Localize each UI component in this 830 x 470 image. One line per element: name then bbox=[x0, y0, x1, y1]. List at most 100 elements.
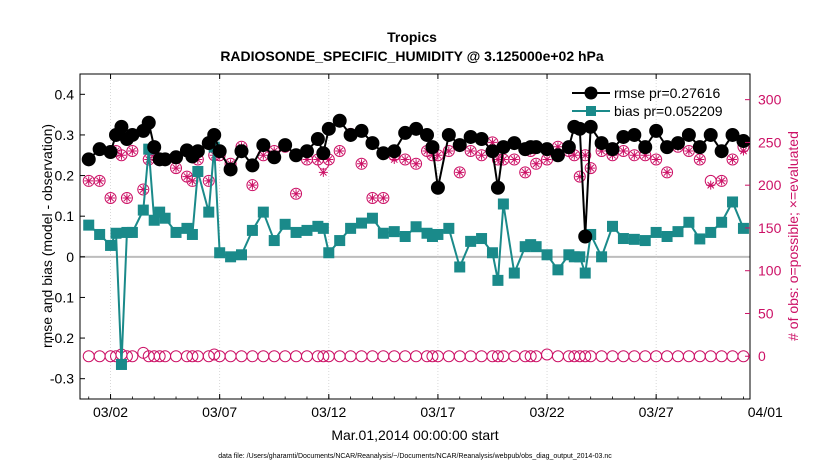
data-point bbox=[486, 247, 498, 259]
data-point bbox=[629, 150, 639, 160]
y2-axis-label: # of obs: o=possible; ×=evaluated bbox=[785, 131, 801, 341]
data-point bbox=[399, 231, 411, 242]
y-tick-label: 0.2 bbox=[55, 168, 75, 184]
data-point bbox=[586, 163, 596, 173]
data-point bbox=[596, 251, 608, 263]
y2-tick-label: 300 bbox=[758, 92, 782, 108]
data-point bbox=[474, 132, 489, 146]
data-point bbox=[605, 142, 620, 157]
data-point bbox=[607, 220, 619, 232]
data-point bbox=[672, 226, 684, 238]
data-point bbox=[561, 140, 576, 155]
legend-label: rmse pr=0.27616 bbox=[614, 85, 720, 101]
y2-tick-label: 250 bbox=[758, 134, 782, 150]
x-tick-label: 03/17 bbox=[420, 404, 455, 420]
data-point bbox=[681, 127, 696, 142]
x-tick-label: 04/01 bbox=[748, 404, 783, 420]
x-tick-label: 03/22 bbox=[530, 404, 565, 420]
data-point bbox=[706, 180, 716, 190]
x-tick-label: 03/27 bbox=[639, 404, 674, 420]
data-point bbox=[490, 180, 505, 195]
data-point bbox=[651, 155, 661, 165]
data-point bbox=[83, 219, 95, 231]
data-point bbox=[736, 134, 751, 149]
data-point bbox=[410, 221, 422, 233]
data-point bbox=[235, 249, 247, 261]
data-point bbox=[186, 228, 198, 240]
data-point bbox=[153, 350, 166, 363]
data-point bbox=[597, 146, 607, 156]
data-point bbox=[256, 138, 271, 153]
data-point bbox=[498, 155, 508, 165]
y-tick-label: -0.2 bbox=[50, 330, 74, 346]
data-point bbox=[455, 167, 465, 177]
data-point bbox=[425, 140, 440, 155]
data-point bbox=[578, 229, 593, 244]
data-point bbox=[141, 115, 156, 130]
data-point bbox=[84, 176, 94, 186]
data-point bbox=[661, 231, 673, 242]
data-point bbox=[267, 150, 282, 165]
series--obs-bottom-row bbox=[82, 346, 750, 363]
legend-marker bbox=[586, 106, 596, 116]
data-point bbox=[444, 146, 454, 156]
data-point bbox=[208, 348, 221, 361]
data-point bbox=[508, 267, 520, 279]
data-point bbox=[650, 153, 663, 166]
data-point bbox=[420, 127, 435, 142]
data-point bbox=[313, 155, 323, 165]
data-point bbox=[321, 121, 336, 136]
data-point bbox=[519, 166, 532, 179]
data-point bbox=[323, 247, 335, 259]
data-point bbox=[377, 192, 390, 205]
data-point bbox=[683, 216, 695, 228]
data-point bbox=[127, 146, 137, 156]
data-point bbox=[727, 196, 739, 208]
data-point bbox=[389, 155, 399, 165]
y2-tick-label: 200 bbox=[758, 177, 782, 193]
data-point bbox=[638, 140, 653, 155]
data-point bbox=[223, 162, 238, 177]
data-point bbox=[192, 166, 204, 177]
data-point bbox=[202, 174, 215, 187]
data-point bbox=[203, 206, 215, 218]
data-point bbox=[575, 172, 585, 182]
data-point bbox=[507, 136, 522, 151]
data-point bbox=[246, 224, 258, 236]
data-point bbox=[649, 123, 664, 138]
data-point bbox=[316, 146, 331, 161]
data-point bbox=[334, 235, 346, 247]
data-point bbox=[400, 155, 410, 165]
data-point bbox=[639, 235, 651, 247]
data-point bbox=[452, 138, 467, 153]
data-point bbox=[579, 149, 592, 162]
x-tick-label: 03/07 bbox=[202, 404, 237, 420]
data-point bbox=[579, 267, 591, 279]
data-point bbox=[487, 137, 497, 147]
data-point bbox=[627, 127, 642, 142]
data-point bbox=[388, 226, 400, 238]
data-point bbox=[541, 249, 553, 261]
data-point bbox=[110, 227, 122, 239]
data-point bbox=[212, 144, 227, 159]
data-point bbox=[126, 226, 138, 238]
data-point bbox=[187, 176, 197, 186]
data-point bbox=[299, 144, 314, 159]
data-point bbox=[714, 144, 729, 159]
data-point bbox=[466, 146, 476, 156]
data-point bbox=[324, 155, 334, 165]
data-point bbox=[738, 146, 748, 156]
data-point bbox=[95, 176, 105, 186]
y-axis-label: rmse and bias (model - observation) bbox=[39, 124, 55, 348]
data-point bbox=[540, 142, 555, 157]
data-point bbox=[477, 150, 487, 160]
data-point bbox=[225, 251, 237, 263]
data-point bbox=[268, 235, 280, 247]
data-point bbox=[430, 180, 445, 195]
data-point bbox=[694, 233, 706, 245]
y-tick-label: 0.3 bbox=[55, 127, 75, 143]
data-point bbox=[367, 193, 377, 203]
data-point bbox=[377, 227, 389, 239]
data-point bbox=[345, 222, 357, 234]
